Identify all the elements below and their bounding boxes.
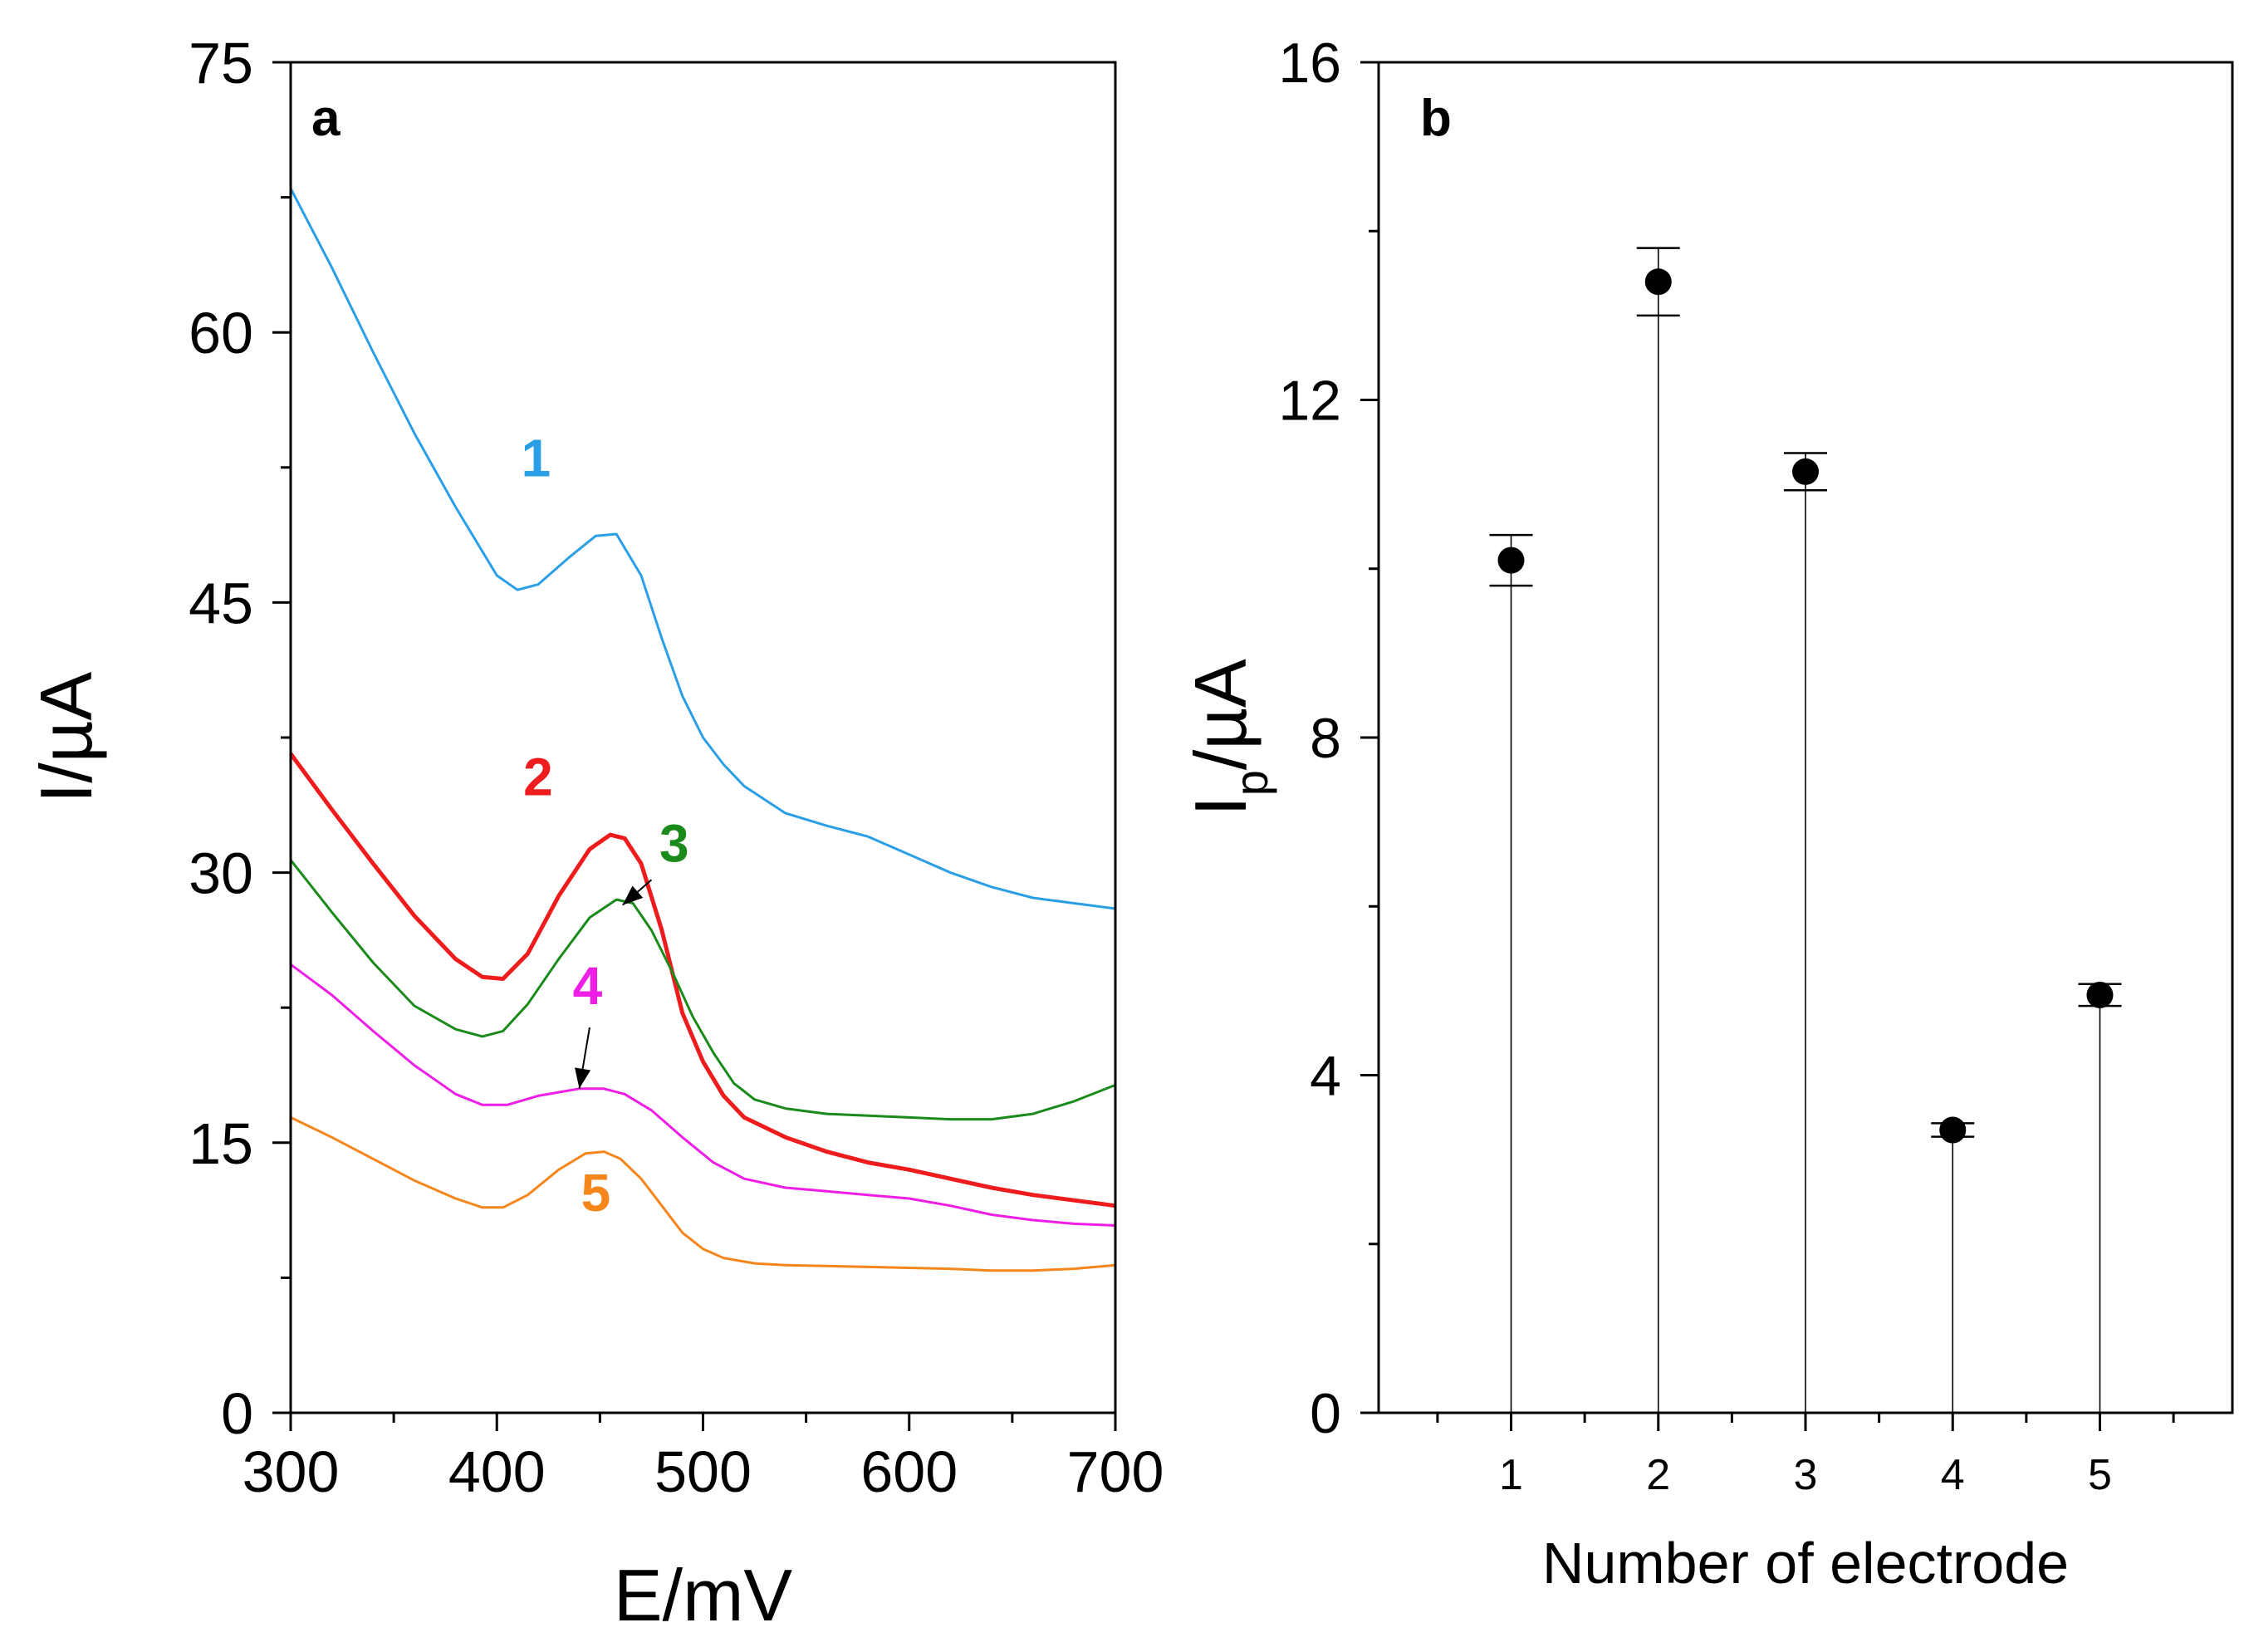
y-axis-label-subscript: p [1225, 770, 1277, 796]
x-axis-label: E/mV [614, 1554, 792, 1636]
series-2-line [288, 752, 1116, 1208]
x-tick-label: 3 [1794, 1451, 1818, 1499]
panel-label-a: a [311, 90, 341, 147]
x-tick-label: 300 [243, 1439, 340, 1504]
series-5-label: 5 [581, 1163, 611, 1223]
x-axis-label: Number of electrode [1542, 1531, 2069, 1596]
x-tick-label: 400 [448, 1439, 546, 1504]
data-point-3 [1792, 458, 1819, 485]
x-tick-label: 1 [1499, 1451, 1523, 1499]
series-5-line [290, 1116, 1116, 1272]
series-4-line [290, 963, 1116, 1227]
y-tick-label: 45 [189, 571, 253, 635]
y-tick-label: 0 [1310, 1382, 1341, 1445]
y-tick-label: 15 [189, 1111, 253, 1176]
x-tick-label: 4 [1941, 1451, 1965, 1499]
y-tick-label: 75 [189, 31, 253, 96]
x-tick-label: 5 [2088, 1451, 2112, 1499]
y-tick-label: 4 [1310, 1045, 1341, 1108]
y-tick-label: 0 [221, 1381, 253, 1446]
series-4-arrow-head [575, 1067, 591, 1089]
data-point-2 [1644, 268, 1672, 296]
data-point-5 [2086, 981, 2114, 1008]
y-axis-label-unit: /µA [1179, 659, 1262, 770]
y-axis-label: Ip/µA [1179, 659, 1277, 816]
series-3-label: 3 [659, 814, 689, 874]
y-axis-label: I/µA [25, 672, 107, 804]
data-point-1 [1497, 547, 1525, 574]
x-tick-label: 600 [860, 1439, 958, 1504]
series-4-label: 4 [573, 956, 603, 1016]
panel-label-b: b [1420, 90, 1452, 147]
series-1-label: 1 [522, 429, 551, 488]
y-tick-label: 8 [1310, 707, 1341, 770]
y-tick-label: 30 [189, 841, 253, 906]
series-1-line [289, 188, 1116, 910]
x-tick-label: 2 [1646, 1451, 1670, 1499]
x-tick-label: 500 [654, 1439, 752, 1504]
y-tick-label: 16 [1278, 32, 1341, 95]
x-tick-label: 700 [1067, 1439, 1164, 1504]
series-3-arrow-head [622, 885, 644, 905]
series-3-line [289, 859, 1116, 1121]
y-tick-label: 60 [189, 301, 253, 365]
series-2-label: 2 [523, 747, 553, 806]
data-point-4 [1939, 1116, 1967, 1144]
y-axis-label-main: I [1179, 796, 1262, 816]
y-tick-label: 12 [1278, 370, 1341, 433]
